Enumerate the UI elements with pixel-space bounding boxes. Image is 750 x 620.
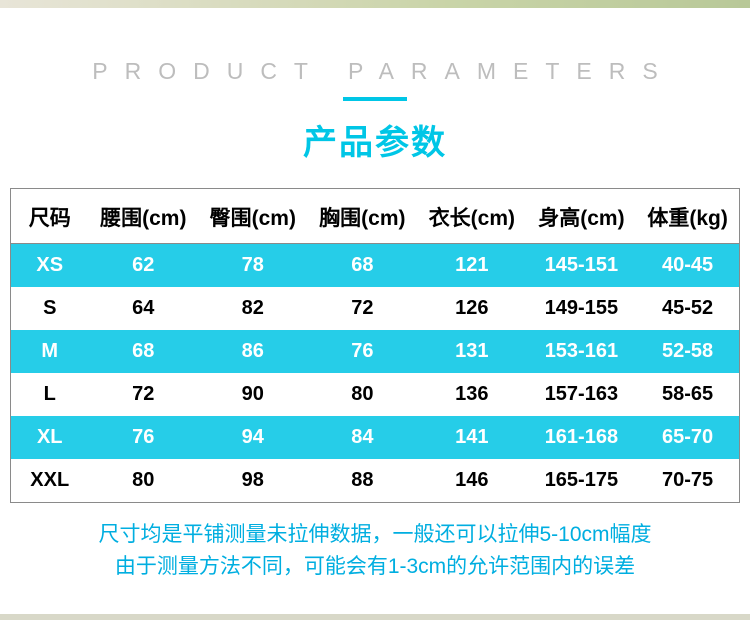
cell: 86 (198, 330, 308, 373)
cell: 146 (417, 459, 527, 503)
cell: 98 (198, 459, 308, 503)
col-size: 尺码 (11, 189, 89, 244)
table-header-row: 尺码 腰围(cm) 臀围(cm) 胸围(cm) 衣长(cm) 身高(cm) 体重… (11, 189, 740, 244)
cell: 84 (308, 416, 418, 459)
cell: 149-155 (527, 287, 637, 330)
cell: 90 (198, 373, 308, 416)
cell: 68 (308, 244, 418, 288)
cell-size: XS (11, 244, 89, 288)
cell: 76 (89, 416, 199, 459)
cell: 94 (198, 416, 308, 459)
table-row: S 64 82 72 126 149-155 45-52 (11, 287, 740, 330)
col-weight: 体重(kg) (636, 189, 739, 244)
table-body: XS 62 78 68 121 145-151 40-45 S 64 82 72… (11, 244, 740, 503)
col-height: 身高(cm) (527, 189, 637, 244)
cell-size: M (11, 330, 89, 373)
cell: 58-65 (636, 373, 739, 416)
cell: 52-58 (636, 330, 739, 373)
cell: 40-45 (636, 244, 739, 288)
table-row: XXL 80 98 88 146 165-175 70-75 (11, 459, 740, 503)
note-line-1: 尺寸均是平铺测量未拉伸数据，一般还可以拉伸5-10cm幅度 (40, 519, 710, 551)
footer-note: 尺寸均是平铺测量未拉伸数据，一般还可以拉伸5-10cm幅度 由于测量方法不同，可… (0, 503, 750, 582)
cell: 126 (417, 287, 527, 330)
table-row: M 68 86 76 131 153-161 52-58 (11, 330, 740, 373)
cell: 62 (89, 244, 199, 288)
cell-size: L (11, 373, 89, 416)
col-length: 衣长(cm) (417, 189, 527, 244)
cell: 78 (198, 244, 308, 288)
cell: 153-161 (527, 330, 637, 373)
cell: 136 (417, 373, 527, 416)
cell: 65-70 (636, 416, 739, 459)
cell: 88 (308, 459, 418, 503)
cell: 161-168 (527, 416, 637, 459)
table-row: XL 76 94 84 141 161-168 65-70 (11, 416, 740, 459)
title-underline (343, 97, 407, 101)
title-english: PRODUCT PARAMETERS (0, 58, 750, 85)
cell: 64 (89, 287, 199, 330)
title-chinese: 产品参数 (0, 115, 750, 164)
cell-size: XL (11, 416, 89, 459)
col-bust: 胸围(cm) (308, 189, 418, 244)
top-decorative-strip (0, 0, 750, 8)
cell: 131 (417, 330, 527, 373)
table-row: XS 62 78 68 121 145-151 40-45 (11, 244, 740, 288)
cell: 72 (89, 373, 199, 416)
size-table: 尺码 腰围(cm) 臀围(cm) 胸围(cm) 衣长(cm) 身高(cm) 体重… (10, 188, 740, 503)
col-waist: 腰围(cm) (89, 189, 199, 244)
cell: 165-175 (527, 459, 637, 503)
bottom-decorative-strip (0, 614, 750, 620)
cell-size: S (11, 287, 89, 330)
cell: 80 (89, 459, 199, 503)
cell: 121 (417, 244, 527, 288)
cell: 76 (308, 330, 418, 373)
cell: 141 (417, 416, 527, 459)
cell: 145-151 (527, 244, 637, 288)
cell: 45-52 (636, 287, 739, 330)
header-section: PRODUCT PARAMETERS 产品参数 (0, 8, 750, 188)
cell: 157-163 (527, 373, 637, 416)
cell: 80 (308, 373, 418, 416)
cell: 68 (89, 330, 199, 373)
cell-size: XXL (11, 459, 89, 503)
col-hip: 臀围(cm) (198, 189, 308, 244)
size-table-container: 尺码 腰围(cm) 臀围(cm) 胸围(cm) 衣长(cm) 身高(cm) 体重… (0, 188, 750, 503)
cell: 72 (308, 287, 418, 330)
cell: 82 (198, 287, 308, 330)
table-row: L 72 90 80 136 157-163 58-65 (11, 373, 740, 416)
cell: 70-75 (636, 459, 739, 503)
note-line-2: 由于测量方法不同，可能会有1-3cm的允许范围内的误差 (40, 551, 710, 583)
